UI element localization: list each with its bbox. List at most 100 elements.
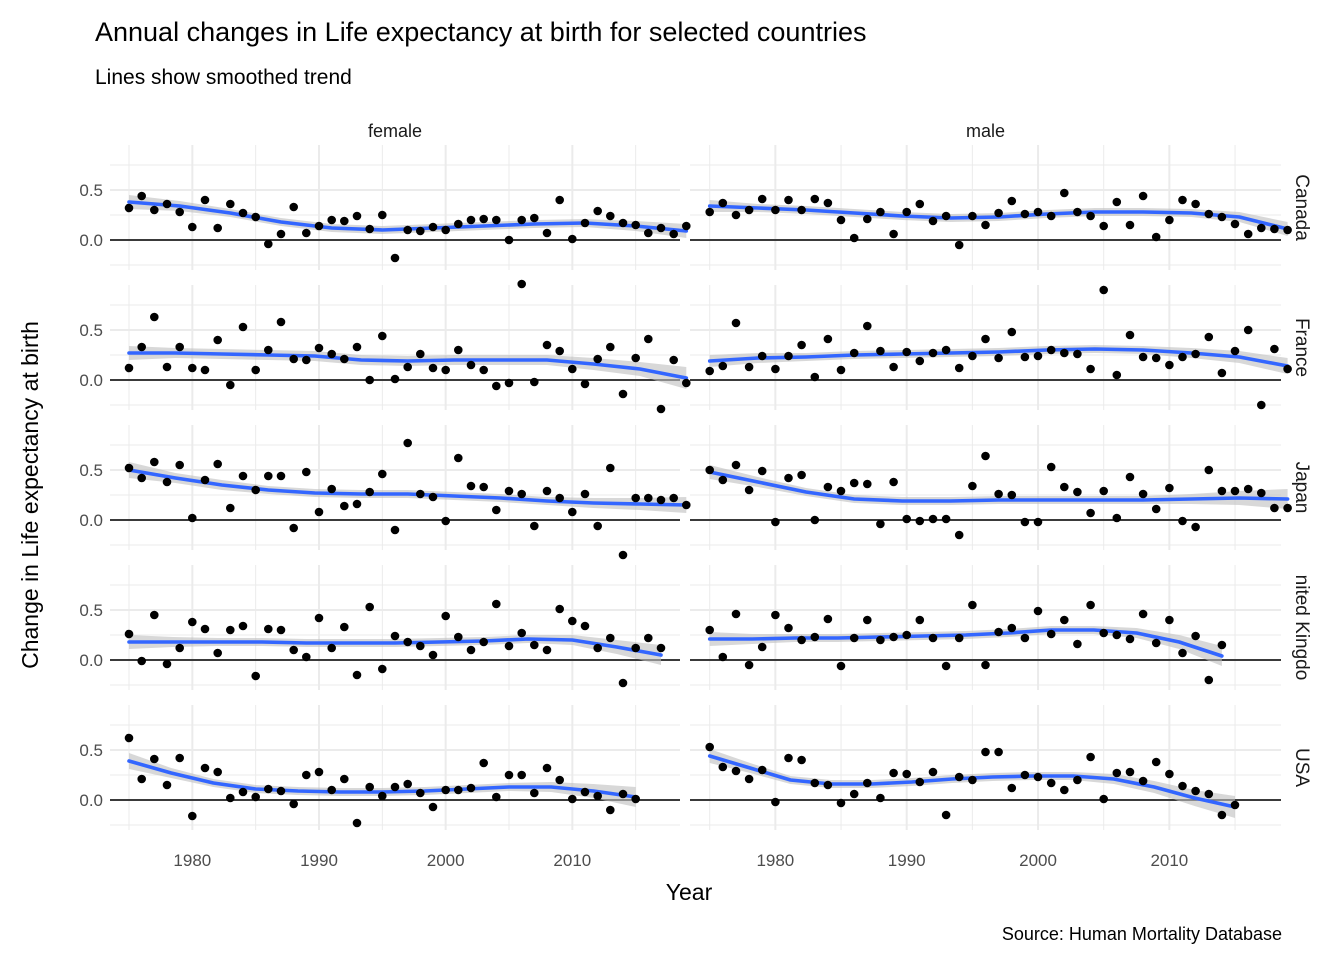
data-point <box>1165 769 1174 779</box>
data-point <box>1165 215 1174 225</box>
data-point <box>289 799 299 809</box>
data-point <box>479 637 489 647</box>
data-point <box>863 321 872 331</box>
data-point <box>1060 615 1069 625</box>
data-point <box>226 380 235 390</box>
data-point <box>175 753 184 763</box>
data-point <box>568 364 577 374</box>
data-point <box>492 792 501 802</box>
data-point <box>378 210 387 220</box>
data-point <box>555 346 564 356</box>
data-point <box>504 235 514 245</box>
data-point <box>1125 330 1135 340</box>
data-point <box>744 485 754 495</box>
data-point <box>327 215 337 225</box>
data-point <box>1204 675 1214 685</box>
data-point <box>941 661 951 671</box>
data-point <box>568 794 577 804</box>
data-point <box>251 365 260 375</box>
data-point <box>530 640 539 650</box>
data-point <box>188 617 197 627</box>
data-point <box>1217 486 1227 496</box>
data-point <box>555 195 564 205</box>
data-point <box>150 610 159 620</box>
data-point <box>1020 517 1030 527</box>
data-point <box>1257 223 1266 233</box>
data-point <box>352 818 362 828</box>
data-point <box>1283 503 1292 513</box>
data-point <box>555 775 564 785</box>
data-point <box>327 349 337 359</box>
data-point <box>757 642 767 652</box>
data-point <box>1112 768 1122 778</box>
data-point <box>251 671 260 681</box>
data-point <box>466 783 476 793</box>
data-point <box>915 199 925 209</box>
data-point <box>1033 606 1043 616</box>
data-point <box>836 486 846 496</box>
data-point <box>744 362 754 372</box>
data-point <box>1007 490 1017 500</box>
data-point <box>124 733 134 743</box>
data-point <box>915 356 925 366</box>
data-point <box>718 361 728 371</box>
data-point <box>251 792 260 802</box>
data-point <box>200 195 210 205</box>
data-point <box>302 652 311 662</box>
y-tick-label: 0.5 <box>79 741 103 760</box>
data-point <box>606 633 615 643</box>
data-point <box>226 503 235 513</box>
data-point <box>836 661 846 671</box>
data-point <box>137 342 146 352</box>
data-point <box>226 793 235 803</box>
data-point <box>504 770 514 780</box>
data-point <box>784 623 793 633</box>
data-point <box>1007 327 1017 337</box>
data-point <box>1046 778 1056 788</box>
data-point <box>744 205 754 215</box>
data-point <box>276 471 286 481</box>
confidence-band <box>709 465 1288 509</box>
data-point <box>784 351 793 361</box>
data-point <box>542 228 552 238</box>
data-point <box>941 345 951 355</box>
data-point <box>1086 600 1095 610</box>
data-point <box>731 609 741 619</box>
data-point <box>1086 752 1095 762</box>
data-point <box>200 475 210 485</box>
data-point <box>889 768 898 778</box>
data-point <box>580 621 590 631</box>
data-point <box>928 633 938 643</box>
data-point <box>1073 207 1082 217</box>
data-point <box>593 791 602 801</box>
data-point <box>314 767 324 777</box>
x-axis-title: Year <box>666 879 713 905</box>
data-point <box>150 457 159 467</box>
data-point <box>238 787 248 797</box>
data-point <box>403 438 413 448</box>
data-point <box>441 516 451 526</box>
chart-caption: Source: Human Mortality Database <box>1002 924 1282 944</box>
data-point <box>797 635 806 645</box>
data-point <box>682 378 691 388</box>
data-point <box>365 224 375 234</box>
data-point <box>264 239 273 249</box>
data-point <box>823 334 833 344</box>
data-point <box>994 489 1003 499</box>
data-point <box>162 659 172 669</box>
y-tick-label: 0.0 <box>79 791 103 810</box>
data-point <box>1020 209 1030 219</box>
data-point <box>902 207 911 217</box>
data-point <box>593 521 602 531</box>
data-point <box>836 798 846 808</box>
data-point <box>162 477 172 487</box>
data-point <box>797 755 806 765</box>
data-point <box>530 521 539 531</box>
data-point <box>994 208 1003 218</box>
data-point <box>365 782 375 792</box>
data-point <box>454 345 463 355</box>
data-point <box>1033 207 1043 217</box>
data-point <box>1243 484 1253 494</box>
data-point <box>902 514 911 524</box>
